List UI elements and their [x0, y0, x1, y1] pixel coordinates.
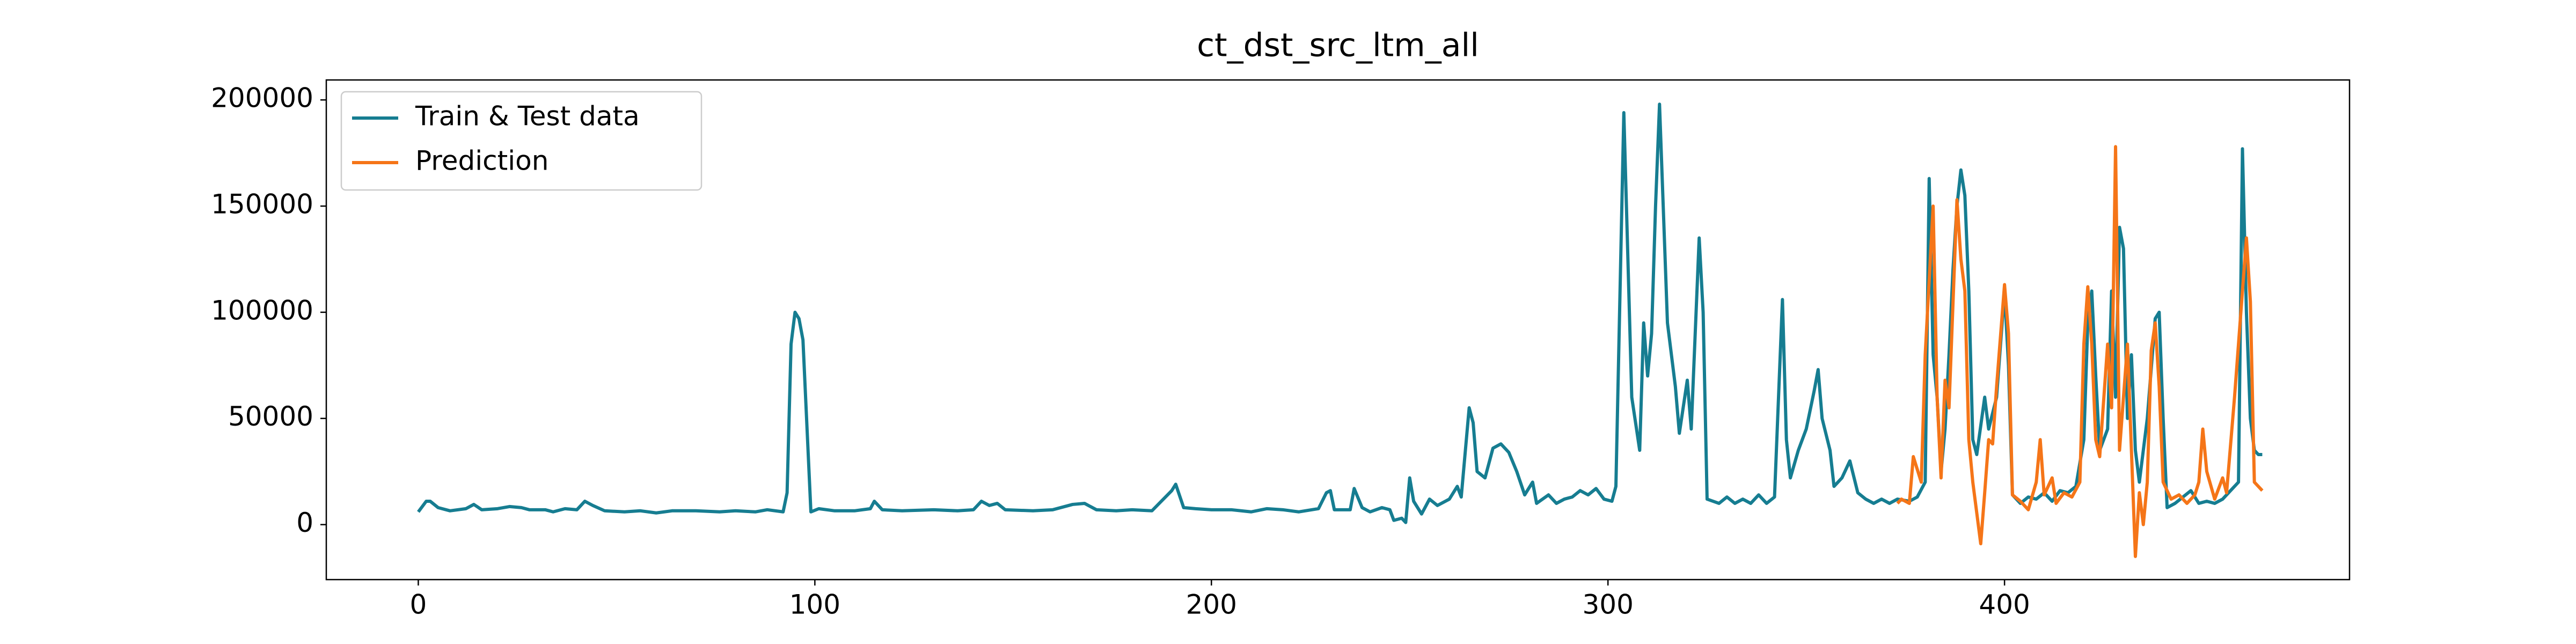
- chart-title: ct_dst_src_ltm_all: [1197, 27, 1479, 64]
- y-tick-label: 50000: [228, 401, 313, 432]
- plot-frame: [325, 79, 2351, 581]
- x-tick-label: 200: [1186, 589, 1237, 620]
- series-line: [1896, 145, 2264, 558]
- x-tick-label: 400: [1979, 589, 2030, 620]
- y-tick-label: 0: [296, 507, 313, 538]
- x-tick-label: 0: [410, 589, 427, 620]
- legend-label: Train & Test data: [415, 101, 640, 132]
- x-tick-label: 300: [1582, 589, 1633, 620]
- legend-box: [340, 91, 702, 191]
- y-tick-label: 150000: [211, 189, 313, 220]
- x-tick-label: 100: [789, 589, 840, 620]
- legend-label: Prediction: [415, 145, 548, 177]
- y-tick-label: 200000: [211, 83, 313, 114]
- series-line: [417, 103, 2263, 524]
- y-tick-label: 100000: [211, 295, 313, 326]
